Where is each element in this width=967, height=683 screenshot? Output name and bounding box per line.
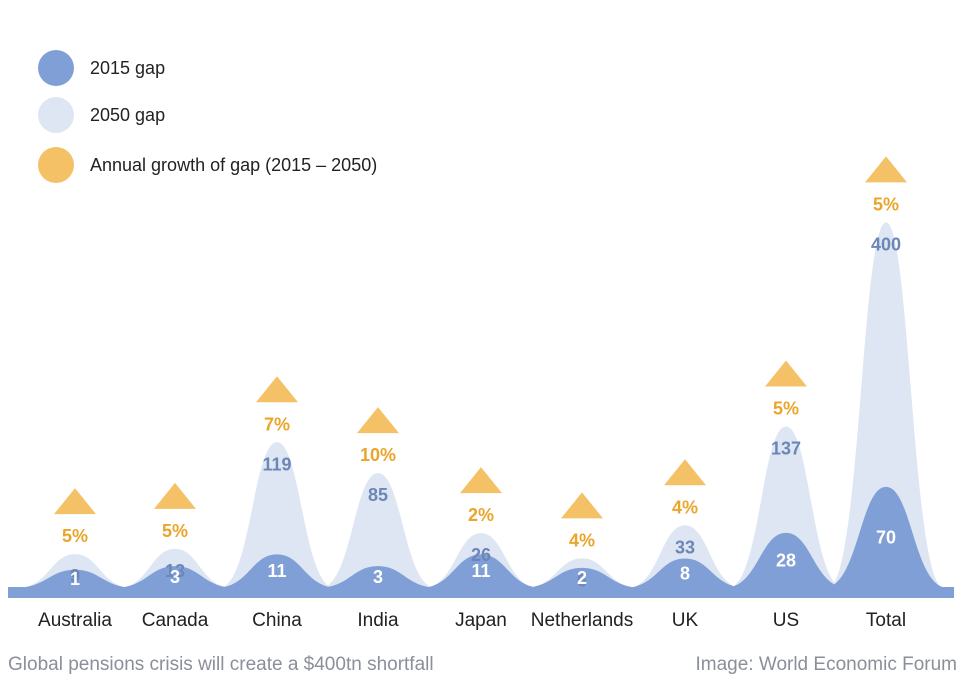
- value-label-2015-india: 3: [373, 567, 383, 587]
- category-label-japan: Japan: [455, 610, 507, 631]
- 2015-gap-area-japan: [419, 554, 543, 588]
- 2050-gap-area-us: [728, 426, 844, 588]
- value-label-2050-total: 400: [871, 234, 901, 254]
- 2050-gap-area-china: [219, 442, 335, 588]
- legend-swatch-annual-growth: [38, 147, 74, 183]
- value-label-2015-netherlands: 2: [577, 568, 587, 588]
- category-label-india: India: [357, 610, 399, 631]
- category-label-australia: Australia: [38, 610, 112, 631]
- growth-label-uk: 4%: [672, 497, 698, 517]
- legend-item-annual-growth: Annual growth of gap (2015 – 2050): [38, 147, 377, 183]
- growth-label-india: 10%: [360, 445, 396, 465]
- growth-label-japan: 2%: [468, 505, 494, 525]
- legend-item-2015-gap: 2015 gap: [38, 50, 165, 86]
- 2015-gap-area-us: [724, 532, 848, 588]
- category-label-total: Total: [866, 610, 906, 631]
- value-label-2015-japan: 11: [471, 561, 490, 581]
- value-label-2050-netherlands: 6: [577, 570, 587, 590]
- growth-label-australia: 5%: [62, 526, 88, 546]
- legend-item-2050-gap: 2050 gap: [38, 97, 165, 133]
- legend-swatch-2015-gap: [38, 50, 74, 86]
- chart-canvas: 915%Australia1335%Canada119117%China8531…: [8, 156, 954, 631]
- growth-label-total: 5%: [873, 194, 899, 214]
- growth-triangle-australia: [54, 488, 96, 515]
- 2015-gap-area-total: [824, 486, 948, 588]
- legend-label-2015-gap: 2015 gap: [90, 57, 166, 78]
- growth-triangle-uk: [664, 459, 706, 486]
- legend-swatch-2050-gap: [38, 97, 74, 133]
- value-label-2050-china: 119: [262, 454, 291, 474]
- 2050-gap-area-total: [828, 222, 944, 589]
- 2015-gap-area-india: [316, 566, 440, 588]
- 2015-gap-area-china: [215, 554, 339, 588]
- growth-label-china: 7%: [264, 414, 290, 434]
- value-label-2050-us: 137: [771, 439, 801, 459]
- value-label-2050-canada: 13: [165, 561, 185, 581]
- value-label-2050-india: 85: [368, 485, 388, 505]
- category-label-netherlands: Netherlands: [531, 610, 633, 631]
- 2015-gap-area-uk: [623, 558, 747, 588]
- legend-label-2050-gap: 2050 gap: [90, 104, 166, 125]
- value-label-2050-uk: 33: [675, 537, 695, 557]
- image-credit: Image: World Economic Forum: [695, 654, 957, 675]
- growth-triangle-us: [765, 360, 807, 387]
- value-label-2015-canada: 3: [170, 567, 180, 587]
- legend-label-annual-growth: Annual growth of gap (2015 – 2050): [90, 154, 378, 175]
- value-label-2015-china: 11: [267, 561, 286, 581]
- chart-caption: Global pensions crisis will create a $40…: [8, 654, 434, 675]
- category-label-uk: UK: [672, 610, 699, 631]
- category-label-canada: Canada: [142, 610, 209, 631]
- growth-triangle-china: [256, 376, 298, 403]
- 2015-gap-area-netherlands: [520, 567, 644, 588]
- 2050-gap-area-uk: [627, 525, 743, 588]
- category-label-china: China: [252, 610, 302, 631]
- value-label-2015-australia: 1: [70, 569, 80, 589]
- growth-label-netherlands: 4%: [569, 530, 595, 550]
- growth-triangle-netherlands: [561, 492, 603, 519]
- growth-triangle-total: [865, 156, 907, 183]
- growth-triangle-india: [357, 407, 399, 434]
- value-label-2050-japan: 26: [471, 545, 491, 565]
- 2015-gap-area-canada: [113, 566, 237, 588]
- value-label-2015-total: 70: [876, 527, 896, 547]
- growth-triangle-japan: [460, 467, 502, 494]
- growth-label-canada: 5%: [162, 521, 188, 541]
- 2050-gap-area-india: [320, 473, 436, 588]
- growth-triangle-canada: [154, 482, 196, 509]
- category-label-us: US: [773, 610, 799, 631]
- value-label-2015-uk: 8: [680, 563, 690, 583]
- baseline-strip: [8, 587, 954, 598]
- value-label-2015-us: 28: [776, 550, 796, 570]
- 2015-gap-area-australia: [13, 569, 137, 588]
- value-label-2050-australia: 9: [70, 566, 80, 586]
- growth-label-us: 5%: [773, 399, 799, 419]
